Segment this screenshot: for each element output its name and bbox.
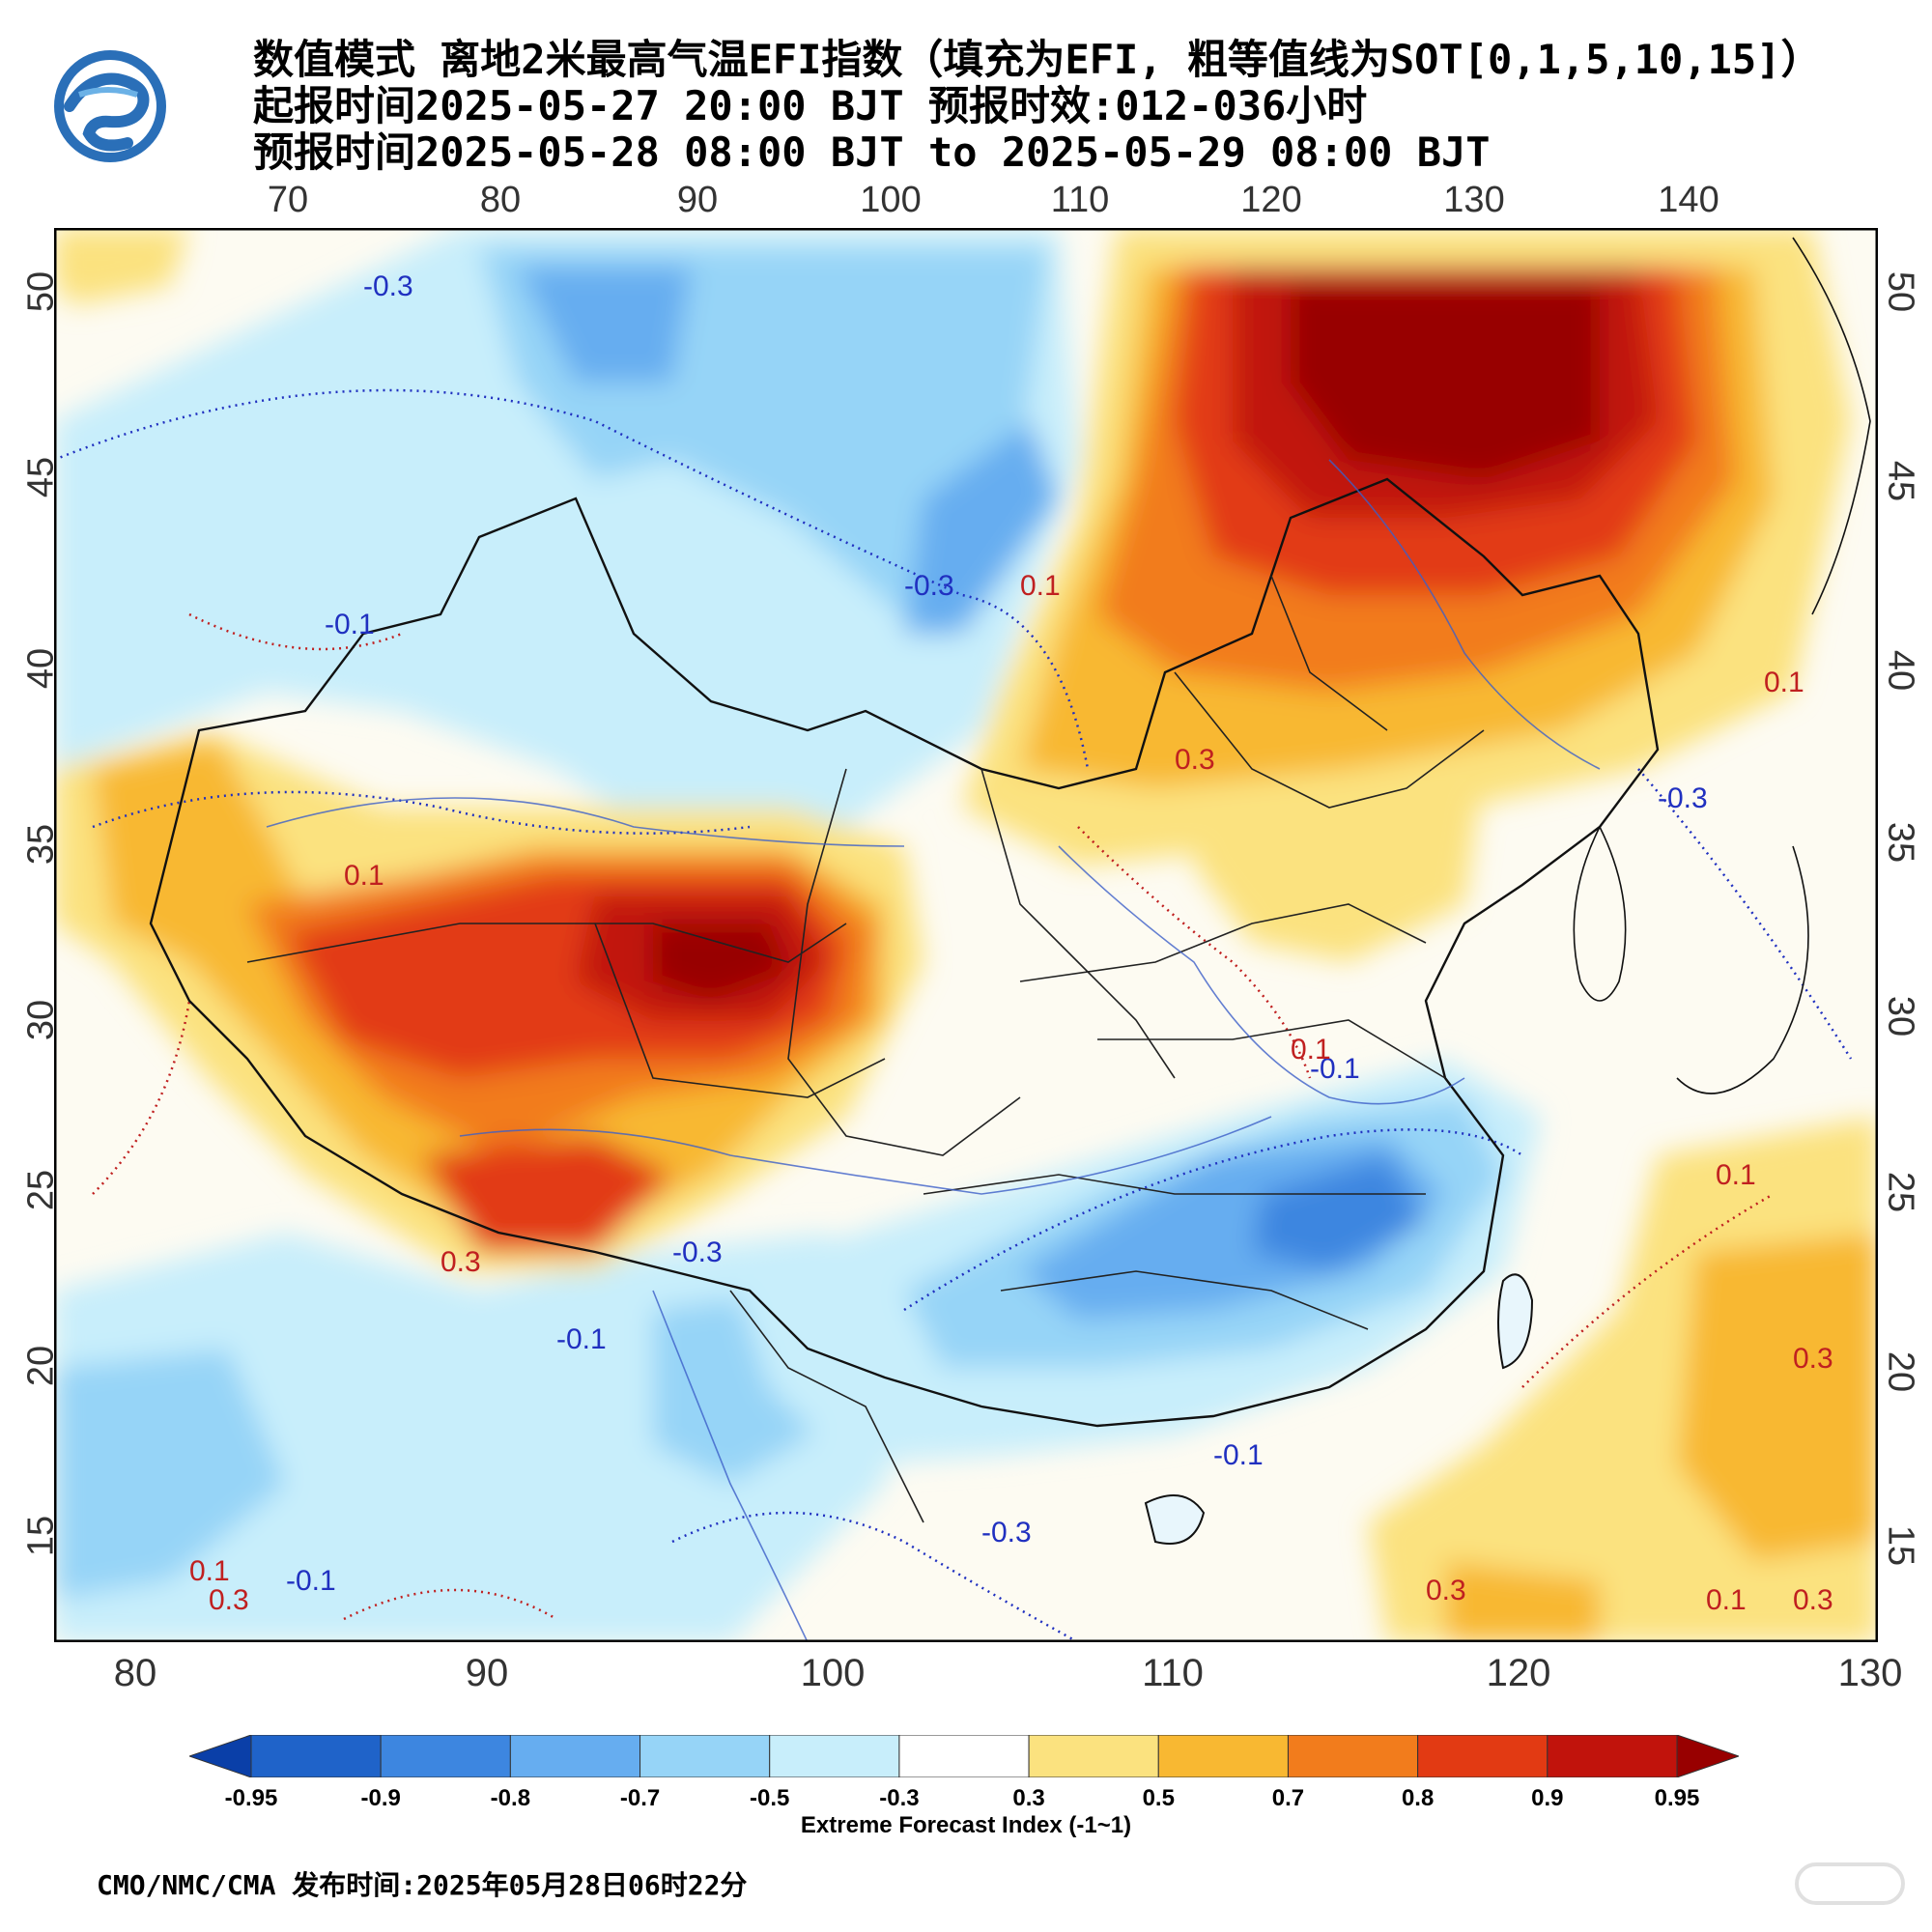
colorbar-swatch [1028, 1735, 1159, 1777]
colorbar-tick-label: -0.7 [619, 1785, 661, 1811]
contour-label: -0.1 [556, 1323, 607, 1355]
colorbar-tick-label: 0.9 [1531, 1785, 1564, 1811]
lat-label-right: 25 [1880, 1171, 1921, 1213]
contour-label: -0.1 [325, 609, 375, 640]
lat-label-right: 30 [1880, 995, 1921, 1037]
colorbar-swatch [250, 1735, 382, 1777]
colorbar-swatch [1157, 1735, 1289, 1777]
colorbar-swatch [1417, 1735, 1548, 1777]
lon-label-top: 120 [1240, 180, 1302, 220]
colorbar-tick-label: 0.8 [1401, 1785, 1435, 1811]
colorbar-tick-label: -0.3 [879, 1785, 920, 1811]
contour-label: 0.1 [1764, 667, 1804, 698]
watermark-icon [1795, 1862, 1905, 1905]
contour-label: 0.1 [189, 1555, 230, 1587]
contour-label: 0.1 [1020, 570, 1061, 602]
lon-label-top: 130 [1443, 180, 1505, 220]
contour-label: 0.3 [1175, 744, 1215, 776]
lat-label-right: 40 [1880, 649, 1921, 692]
contour-label: -0.3 [981, 1517, 1032, 1548]
init-time-label: 起报时间2025-05-27 20:00 BJT 预报时效:012-036小时 [253, 82, 1368, 129]
contour-label: -0.3 [1658, 782, 1708, 814]
valid-time-label: 预报时间2025-05-28 08:00 BJT to 2025-05-29 0… [253, 128, 1491, 176]
contour-label: -0.1 [1213, 1439, 1264, 1471]
lon-label-top: 80 [479, 180, 522, 220]
colorbar-tick-label: -0.5 [750, 1785, 790, 1811]
lon-label-top: 100 [860, 180, 922, 220]
colorbar-swatch [1547, 1735, 1678, 1777]
lat-label-right: 20 [1880, 1350, 1921, 1393]
lat-label-right: 35 [1880, 821, 1921, 864]
contour-label: -0.3 [363, 270, 413, 302]
contour-label: 0.3 [1793, 1584, 1833, 1616]
colorbar-max-arrow [1676, 1735, 1739, 1777]
colorbar-tick-label: 0.7 [1271, 1785, 1305, 1811]
contour-label: 0.1 [1706, 1584, 1747, 1616]
colorbar [189, 1735, 1739, 1777]
colorbar-swatch [769, 1735, 900, 1777]
cma-logo-icon [54, 50, 166, 162]
contour-label: -0.1 [286, 1565, 336, 1597]
colorbar-tick-label: 0.95 [1654, 1785, 1700, 1811]
lon-label-top: 70 [267, 180, 309, 220]
map-title: 数值模式 离地2米最高气温EFI指数（填充为EFI, 粗等值线为SOT[0,1,… [253, 36, 1822, 83]
lon-label-bottom: 110 [1142, 1652, 1204, 1694]
lat-label-right: 45 [1880, 460, 1921, 502]
colorbar-swatch [1287, 1735, 1419, 1777]
lon-label-bottom: 90 [465, 1652, 509, 1694]
lon-label-top: 90 [676, 180, 719, 220]
lon-label-bottom: 100 [800, 1652, 866, 1694]
contour-label: 0.3 [209, 1584, 249, 1616]
contour-label: 0.3 [440, 1246, 481, 1278]
contour-label: -0.3 [904, 570, 954, 602]
colorbar-min-arrow [189, 1735, 252, 1777]
colorbar-tick-label: 0.5 [1142, 1785, 1175, 1811]
colorbar-swatch [509, 1735, 641, 1777]
colorbar-tick-label: -0.95 [224, 1785, 278, 1811]
colorbar-swatch [639, 1735, 771, 1777]
colorbar-tick-label: -0.8 [490, 1785, 531, 1811]
lon-label-top: 140 [1658, 180, 1719, 220]
lat-label-right: 15 [1880, 1524, 1921, 1567]
colorbar-tick-label: -0.9 [360, 1785, 401, 1811]
lat-label-right: 50 [1880, 270, 1921, 313]
issuer-footer: CMO/NMC/CMA 发布时间:2025年05月28日06时22分 [97, 1869, 748, 1901]
contour-label: 0.1 [344, 860, 384, 892]
contour-label: -0.3 [672, 1236, 723, 1268]
contour-label: 0.1 [1716, 1159, 1756, 1191]
efi-map: -0.3 -0.1 -0.3 0.1 0.1 0.3 -0.3 0.1 -0.1… [54, 228, 1878, 1642]
contour-label: 0.1 [1291, 1034, 1331, 1065]
colorbar-swatch [380, 1735, 511, 1777]
lon-label-bottom: 120 [1486, 1652, 1551, 1694]
contour-label: 0.3 [1426, 1575, 1466, 1606]
colorbar-tick-label: 0.3 [1012, 1785, 1045, 1811]
contour-label: -0.1 [1310, 1053, 1360, 1085]
contour-label: 0.3 [1793, 1343, 1833, 1375]
lon-label-top: 110 [1050, 180, 1110, 220]
lon-label-bottom: 130 [1837, 1652, 1903, 1694]
colorbar-title: Extreme Forecast Index (-1~1) [800, 1812, 1132, 1838]
lon-label-bottom: 80 [113, 1652, 157, 1694]
colorbar-swatch [898, 1735, 1030, 1777]
